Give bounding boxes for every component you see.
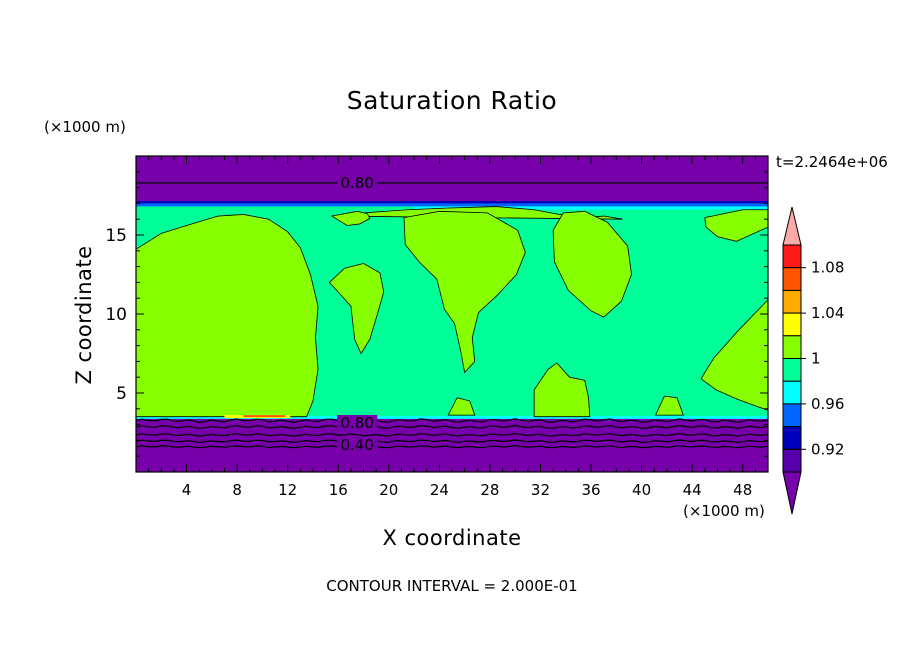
contour-label-bg-1 bbox=[337, 174, 378, 191]
contour-label-1: 0.80 bbox=[340, 174, 373, 192]
x-axis-label: X coordinate bbox=[382, 526, 522, 550]
x-tick-label: 40 bbox=[632, 481, 651, 499]
contour-label-bg-3 bbox=[337, 437, 378, 454]
contour-lines: 0.80 0.80 0.40 bbox=[135, 174, 769, 454]
x-tick-label: 24 bbox=[430, 481, 449, 499]
colorbar-over-triangle bbox=[782, 206, 802, 246]
y-axis-unit: (×1000 m) bbox=[44, 118, 126, 136]
colorbar-box bbox=[782, 335, 802, 359]
supersaturated-patch-5 bbox=[403, 210, 526, 374]
contour-line-0.60 bbox=[135, 432, 769, 437]
colorbar-box bbox=[782, 448, 802, 473]
x-tick-label: 12 bbox=[278, 481, 297, 499]
supersaturated-patch-11 bbox=[654, 395, 684, 416]
colorbar-box bbox=[782, 244, 802, 269]
saturation-field bbox=[135, 156, 769, 472]
x-tick-label: 36 bbox=[581, 481, 600, 499]
colorbar-label: 1.08 bbox=[811, 259, 844, 277]
colorbar-label: 0.92 bbox=[811, 440, 844, 458]
x-tick-label: 28 bbox=[480, 481, 499, 499]
x-axis-unit: (×1000 m) bbox=[683, 502, 765, 520]
x-tick-label: 8 bbox=[232, 481, 242, 499]
y-axis-label: Z coordinate bbox=[72, 245, 96, 385]
contour-line-0.80-lower bbox=[135, 418, 769, 424]
colorbar-box bbox=[782, 380, 802, 405]
field-strip-lower-0.98-1.00 bbox=[136, 415, 768, 419]
colorbar-under-triangle bbox=[782, 471, 802, 515]
x-tick-label: 44 bbox=[683, 481, 702, 499]
contour-label-bg-2 bbox=[337, 415, 378, 432]
contour-label-2: 0.80 bbox=[340, 414, 373, 432]
x-tick-label: 20 bbox=[379, 481, 398, 499]
colorbar-label: 0.96 bbox=[811, 395, 844, 413]
chart-title: Saturation Ratio bbox=[346, 86, 558, 115]
supersaturated-patch-7 bbox=[704, 209, 769, 242]
x-tick-label: 16 bbox=[329, 481, 348, 499]
y-tick-label: 5 bbox=[116, 384, 127, 404]
supersaturated-patch-1 bbox=[135, 214, 319, 418]
colorbar-box bbox=[782, 403, 802, 428]
colorbar-box bbox=[782, 426, 802, 450]
supersaturated-patch-6 bbox=[552, 210, 632, 318]
colorbar-box bbox=[782, 312, 802, 337]
colorbar: 0.92 0.96 1 1.04 1.08 bbox=[782, 206, 844, 515]
x-tick-label: 32 bbox=[531, 481, 550, 499]
contour-line-0.70 bbox=[135, 424, 769, 430]
contour-label-3: 0.40 bbox=[340, 436, 373, 454]
colorbar-box bbox=[782, 289, 802, 314]
supersaturated-patch-4 bbox=[328, 263, 385, 355]
y-tick-label: 15 bbox=[105, 226, 127, 246]
field-strip-0.92-0.96 bbox=[136, 201, 768, 206]
x-tick-label: 48 bbox=[733, 481, 752, 499]
contour-interval-note: CONTOUR INTERVAL = 2.000E-01 bbox=[326, 577, 578, 595]
contour-line-0.40 bbox=[135, 445, 769, 449]
field-strip-0.96-0.98 bbox=[136, 203, 768, 207]
supersaturated-patch-3 bbox=[330, 210, 371, 226]
supersaturated-patch-9 bbox=[533, 362, 591, 418]
colorbar-label: 1 bbox=[811, 350, 821, 368]
time-label: t=2.2464e+06 bbox=[776, 153, 888, 171]
field-strip-0.98-1.00 bbox=[414, 206, 768, 210]
colorbar-label: 1.04 bbox=[811, 304, 844, 322]
colorbar-box bbox=[782, 267, 802, 291]
y-tick-label: 10 bbox=[105, 305, 127, 325]
contour-line-0.50 bbox=[135, 439, 769, 444]
field-strip-orange bbox=[243, 415, 286, 418]
field-region-upper-subsaturated bbox=[136, 156, 768, 202]
supersaturated-patch-10 bbox=[447, 397, 476, 416]
supersaturated-patch-8 bbox=[700, 298, 769, 411]
x-tick-label: 4 bbox=[182, 481, 192, 499]
colorbar-box bbox=[782, 358, 802, 382]
